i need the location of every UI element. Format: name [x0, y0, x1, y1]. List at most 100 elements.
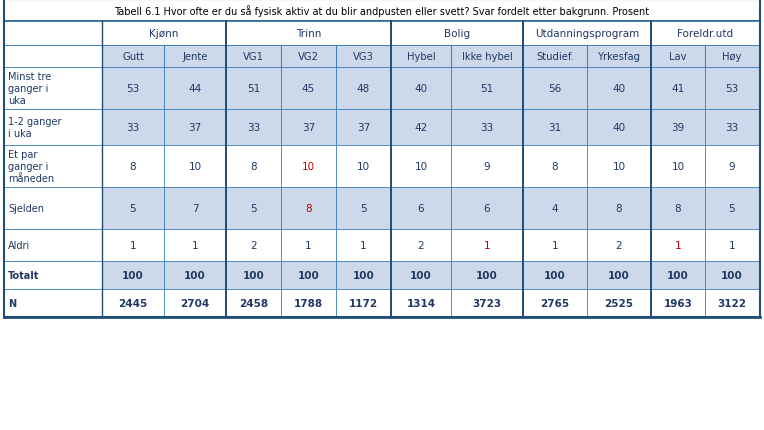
Text: 8: 8: [130, 162, 136, 172]
Bar: [391, 230, 451, 261]
Bar: [226, 230, 281, 261]
Bar: [651, 68, 705, 110]
Bar: [705, 289, 759, 317]
Text: Lav: Lav: [669, 52, 687, 62]
Text: Bolig: Bolig: [444, 29, 470, 39]
Text: N: N: [8, 298, 16, 308]
Bar: [587, 68, 651, 110]
Bar: [587, 146, 651, 187]
Text: 56: 56: [549, 84, 562, 94]
Text: Hybel: Hybel: [406, 52, 435, 62]
Text: Tabell 6.1 Hvor ofte er du så fysisk aktiv at du blir andpusten eller svett? Sva: Tabell 6.1 Hvor ofte er du så fysisk akt…: [115, 5, 649, 17]
Text: 6: 6: [484, 203, 490, 214]
Text: 100: 100: [608, 270, 630, 280]
Text: 10: 10: [414, 162, 428, 172]
Bar: [336, 46, 391, 68]
Bar: [102, 289, 164, 317]
Text: 1172: 1172: [349, 298, 378, 308]
Bar: [391, 146, 451, 187]
Bar: [705, 46, 759, 68]
Text: 1: 1: [305, 240, 312, 250]
Text: 5: 5: [130, 203, 136, 214]
Bar: [391, 46, 451, 68]
Bar: [281, 289, 336, 317]
Bar: [4, 187, 102, 230]
Bar: [102, 68, 164, 110]
Bar: [4, 230, 102, 261]
Text: 10: 10: [613, 162, 626, 172]
Bar: [102, 146, 164, 187]
Bar: [451, 46, 523, 68]
Text: 8: 8: [616, 203, 623, 214]
Text: 45: 45: [302, 84, 315, 94]
Bar: [164, 68, 226, 110]
Bar: [281, 110, 336, 146]
Bar: [336, 261, 391, 289]
Text: 10: 10: [672, 162, 685, 172]
Bar: [4, 146, 102, 187]
Bar: [587, 261, 651, 289]
Text: 3723: 3723: [472, 298, 501, 308]
Text: 40: 40: [414, 84, 428, 94]
Bar: [336, 289, 391, 317]
Bar: [281, 68, 336, 110]
Text: 1: 1: [192, 240, 199, 250]
Bar: [523, 230, 587, 261]
Bar: [102, 46, 164, 68]
Text: VG2: VG2: [298, 52, 319, 62]
Text: 100: 100: [353, 270, 374, 280]
Text: 1: 1: [360, 240, 367, 250]
Bar: [336, 110, 391, 146]
Bar: [281, 146, 336, 187]
Bar: [164, 261, 226, 289]
Text: Sjelden: Sjelden: [8, 203, 44, 214]
Text: 7: 7: [192, 203, 199, 214]
Text: 9: 9: [484, 162, 490, 172]
Bar: [102, 110, 164, 146]
Bar: [651, 22, 759, 46]
Bar: [4, 22, 102, 46]
Bar: [523, 22, 651, 46]
Text: 33: 33: [126, 123, 140, 133]
Bar: [523, 110, 587, 146]
Text: 3122: 3122: [717, 298, 746, 308]
Text: 4: 4: [552, 203, 558, 214]
Text: 9: 9: [729, 162, 735, 172]
Text: 5: 5: [729, 203, 735, 214]
Bar: [226, 46, 281, 68]
Text: Kjønn: Kjønn: [149, 29, 179, 39]
Bar: [451, 230, 523, 261]
Text: 100: 100: [122, 270, 144, 280]
Bar: [451, 68, 523, 110]
Bar: [336, 146, 391, 187]
Text: 42: 42: [414, 123, 428, 133]
Text: 10: 10: [302, 162, 315, 172]
Bar: [226, 261, 281, 289]
Bar: [523, 289, 587, 317]
Text: 8: 8: [250, 162, 257, 172]
Bar: [4, 261, 102, 289]
Text: 37: 37: [302, 123, 315, 133]
Text: Høy: Høy: [722, 52, 742, 62]
Bar: [4, 0, 760, 22]
Text: 53: 53: [126, 84, 140, 94]
Text: Aldri: Aldri: [8, 240, 31, 250]
Text: 100: 100: [243, 270, 264, 280]
Text: 37: 37: [357, 123, 370, 133]
Text: 44: 44: [189, 84, 202, 94]
Text: 100: 100: [184, 270, 206, 280]
Text: 5: 5: [360, 203, 367, 214]
Text: 41: 41: [672, 84, 685, 94]
Bar: [164, 289, 226, 317]
Bar: [336, 68, 391, 110]
Bar: [705, 187, 759, 230]
Bar: [523, 46, 587, 68]
Bar: [226, 110, 281, 146]
Bar: [651, 187, 705, 230]
Text: 1: 1: [552, 240, 558, 250]
Text: Foreldr.utd: Foreldr.utd: [677, 29, 733, 39]
Bar: [451, 187, 523, 230]
Text: 33: 33: [481, 123, 494, 133]
Text: 100: 100: [476, 270, 498, 280]
Bar: [651, 110, 705, 146]
